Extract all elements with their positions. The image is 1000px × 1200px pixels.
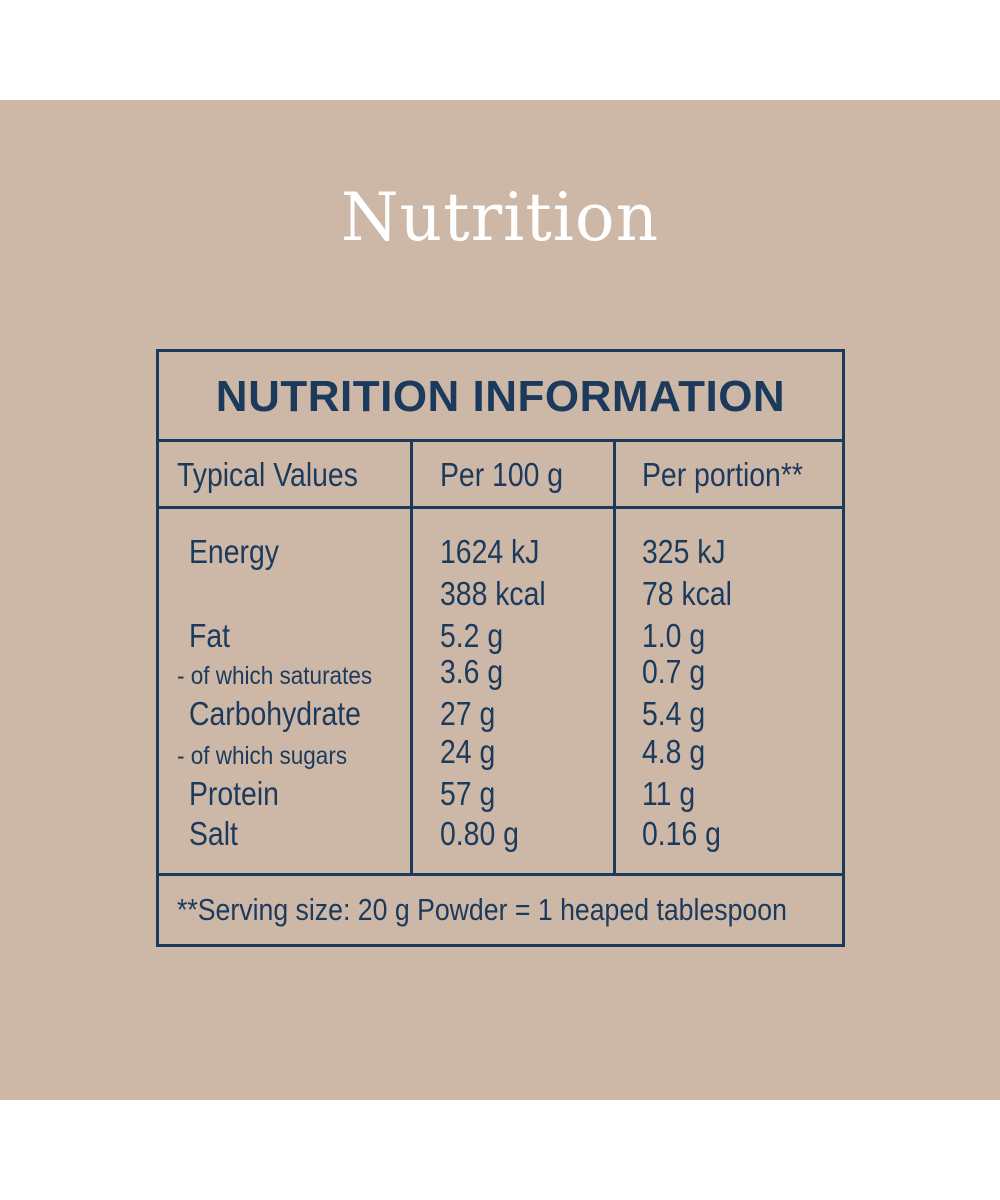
value-protein-portion: 11 g	[642, 775, 696, 812]
footer-divider	[159, 873, 842, 876]
value-saturates-portion: 0.7 g	[642, 653, 706, 690]
value-protein-100g: 57 g	[440, 775, 496, 812]
header-typical-values: Typical Values	[177, 456, 358, 493]
page-title: Nutrition	[340, 179, 660, 256]
row-label-saturates: - of which saturates	[177, 662, 373, 690]
value-carbohydrate-portion: 5.4 g	[642, 695, 706, 732]
row-label-salt: Salt	[189, 815, 238, 852]
column-divider	[613, 439, 616, 876]
table-title: NUTRITION INFORMATION	[159, 352, 842, 442]
background-panel	[0, 100, 1000, 1100]
serving-size-footnote: **Serving size: 20 g Powder = 1 heaped t…	[177, 892, 787, 927]
column-divider	[410, 439, 413, 876]
header-per-100g: Per 100 g	[440, 456, 564, 493]
value-sugars-portion: 4.8 g	[642, 733, 706, 770]
row-label-carbohydrate: Carbohydrate	[189, 695, 361, 732]
row-label-sugars: - of which sugars	[177, 742, 348, 770]
value-sugars-100g: 24 g	[440, 733, 496, 770]
value-salt-100g: 0.80 g	[440, 815, 519, 852]
value-energy-kj-100g: 1624 kJ	[440, 533, 540, 570]
value-salt-portion: 0.16 g	[642, 815, 721, 852]
value-energy-kcal-portion: 78 kcal	[642, 575, 732, 612]
value-fat-portion: 1.0 g	[642, 617, 706, 654]
nutrition-table: NUTRITION INFORMATION Typical Values Per…	[156, 349, 845, 947]
value-fat-100g: 5.2 g	[440, 617, 504, 654]
row-label-protein: Protein	[189, 775, 279, 812]
row-label-energy: Energy	[189, 533, 279, 570]
row-label-fat: Fat	[189, 617, 231, 654]
value-saturates-100g: 3.6 g	[440, 653, 504, 690]
value-carbohydrate-100g: 27 g	[440, 695, 496, 732]
value-energy-kcal-100g: 388 kcal	[440, 575, 546, 612]
header-divider	[159, 506, 842, 509]
value-energy-kj-portion: 325 kJ	[642, 533, 726, 570]
header-per-portion: Per portion**	[642, 456, 803, 493]
